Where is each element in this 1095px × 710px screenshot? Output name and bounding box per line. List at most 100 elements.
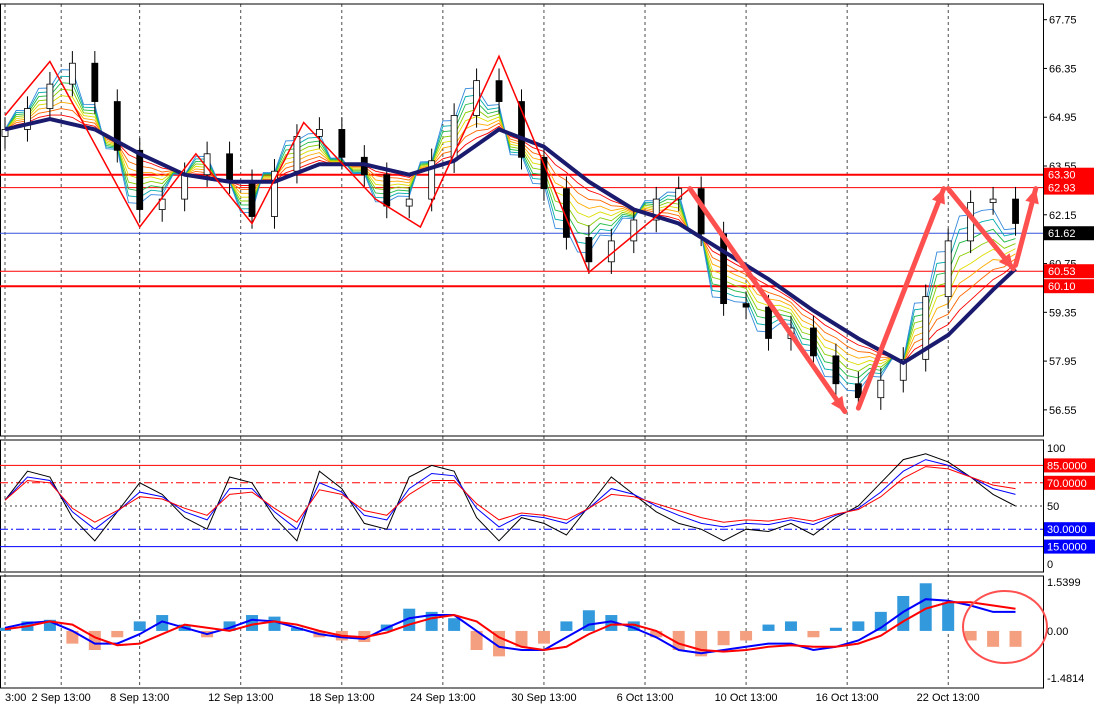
macd-hist-bar [627, 621, 640, 631]
price-tick-label: 66.35 [1049, 63, 1077, 75]
macd-hist-bar [784, 621, 797, 631]
macd-hist-bar [1009, 630, 1022, 647]
osc-tag-box [1044, 522, 1095, 537]
candle-body [989, 198, 997, 203]
macd-hist-bar [448, 618, 461, 631]
candle-body [158, 198, 166, 210]
annotation-arrow-shaft [687, 186, 848, 415]
macd-hist-bar [829, 627, 842, 631]
macd-hist-bar [560, 621, 573, 631]
macd-hist-bar [223, 621, 236, 631]
macd-hist-bar [268, 616, 281, 631]
candle-body [68, 62, 76, 85]
macd-hist-bar [515, 630, 528, 647]
x-tick-label: 3:00 [5, 692, 26, 704]
annotation-arrow-shaft [945, 186, 1016, 272]
price-tag-box [1044, 180, 1094, 195]
candle-body [518, 101, 525, 158]
price-tick-label: 59.35 [1049, 307, 1077, 319]
macd-series-line [4, 598, 1016, 655]
candle-body [181, 174, 189, 200]
osc-tag-box [1044, 458, 1095, 473]
candle-body [1, 129, 9, 137]
candle-body [136, 149, 144, 210]
candle-body [765, 306, 772, 339]
osc-tick-label: 100 [1047, 443, 1065, 455]
candle-body [338, 129, 346, 158]
macd-hist-bar [111, 630, 124, 638]
candle-body [293, 135, 301, 172]
candle-body [226, 153, 233, 183]
annotation-arrow-head [830, 395, 845, 412]
candle-body [315, 129, 323, 137]
macd-hist-bar [290, 627, 303, 631]
ma-ribbon-line [4, 95, 1016, 366]
price-tick-label: 67.75 [1049, 15, 1077, 27]
x-tick-label: 30 Sep 13:00 [511, 692, 576, 704]
candle-body [248, 181, 256, 217]
x-tick-label: 24 Sep 13:00 [410, 692, 475, 704]
osc-tag-label: 70.0000 [1047, 478, 1087, 490]
x-tick-label: 22 Oct 13:00 [917, 692, 980, 704]
pane-frame [0, 3, 1044, 437]
price-tag-label: 63.30 [1048, 170, 1076, 182]
macd-hist-bar [156, 615, 169, 631]
price-tick-label: 64.95 [1049, 112, 1077, 124]
macd-series-line [4, 601, 1016, 653]
annotation-circle [962, 590, 1048, 664]
osc-tag-box [1044, 475, 1095, 490]
macd-hist-bar [964, 630, 977, 641]
osc-tag-label: 85.0000 [1047, 460, 1087, 472]
macd-hist-bar [852, 621, 865, 631]
macd-hist-bar [246, 615, 259, 631]
price-tag-label: 60.53 [1048, 266, 1076, 278]
osc-tick-label: 50 [1047, 501, 1059, 513]
candle-body [854, 383, 862, 399]
price-tag-label: 60.10 [1048, 281, 1076, 293]
ma-ribbon-line [4, 82, 1016, 379]
price-tag-box [1044, 279, 1094, 294]
x-tick-label: 6 Oct 13:00 [617, 692, 674, 704]
candle-body [113, 101, 121, 151]
price-tag-label: 62.93 [1048, 183, 1076, 195]
candle-body [91, 62, 99, 102]
macd-hist-bar [650, 630, 663, 638]
ma-ribbon-line [4, 69, 1016, 392]
macd-hist-bar [43, 619, 56, 631]
ma-thick-line [4, 116, 1017, 366]
annotation-arrow-head [998, 253, 1014, 269]
price-tag-label: 61.62 [1048, 228, 1076, 240]
macd-tick-label: 1.5399 [1047, 577, 1081, 589]
macd-hist-bar [740, 630, 753, 641]
price-tick-label: 56.55 [1049, 405, 1077, 417]
annotation-arrow-shaft [855, 186, 947, 411]
candle-body [630, 219, 638, 242]
candle-body [899, 358, 907, 381]
candle-body [563, 188, 570, 238]
candle-body [742, 303, 750, 308]
macd-hist-bar [605, 615, 618, 631]
macd-hist-bar [493, 630, 506, 657]
candle-body [652, 198, 660, 221]
osc-tick-label: 0 [1047, 559, 1053, 571]
osc-tag-box [1044, 539, 1095, 554]
x-tick-label: 16 Oct 13:00 [816, 692, 879, 704]
candle-body [495, 80, 503, 102]
macd-hist-bar [537, 630, 550, 644]
osc-series-line [4, 466, 1016, 523]
candle-body [24, 108, 31, 130]
macd-hist-bar [762, 624, 775, 631]
macd-hist-bar [717, 630, 730, 646]
macd-hist-bar [987, 630, 1000, 647]
macd-hist-bar [919, 583, 932, 631]
candle-body [383, 174, 391, 207]
macd-tick-label: 0.00 [1047, 626, 1068, 638]
candle-body [46, 83, 54, 109]
macd-hist-bar [470, 630, 483, 650]
macd-hist-bar [66, 630, 79, 644]
candle-body [944, 240, 952, 298]
zigzag-line [4, 54, 691, 274]
macd-tick-label: -1.4814 [1047, 673, 1084, 685]
price-tag-box [1044, 167, 1094, 182]
